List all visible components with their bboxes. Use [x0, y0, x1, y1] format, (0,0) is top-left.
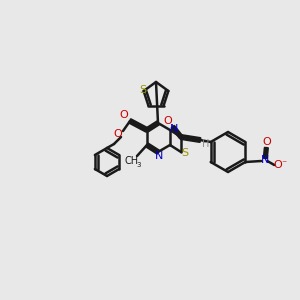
- Text: N: N: [261, 155, 269, 165]
- Text: CH: CH: [125, 156, 139, 166]
- Text: O: O: [273, 160, 282, 170]
- Text: ⁻: ⁻: [282, 159, 287, 169]
- Text: O: O: [120, 110, 128, 120]
- Text: S: S: [139, 85, 146, 95]
- Text: N: N: [155, 151, 163, 161]
- Text: H: H: [202, 139, 210, 149]
- Text: O: O: [262, 137, 271, 147]
- Text: 3: 3: [137, 162, 141, 168]
- Text: S: S: [182, 148, 189, 158]
- Text: O: O: [164, 116, 172, 126]
- Text: N: N: [170, 124, 178, 134]
- Text: O: O: [114, 129, 122, 139]
